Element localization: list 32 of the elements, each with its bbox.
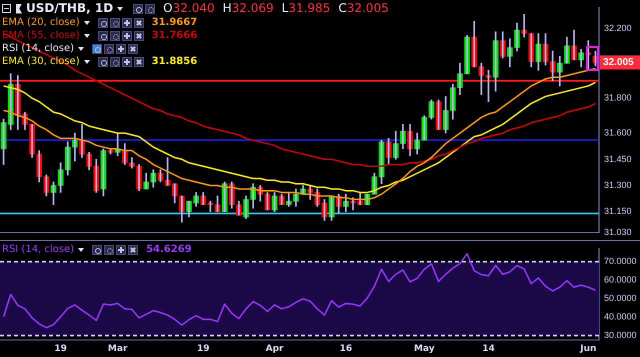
y-tick-label: 31.300 [604,180,632,190]
x-tick-label: 16 [340,344,352,354]
y-tick-label: 30.0000 [604,330,637,340]
text: RSI (14, close) [2,243,74,256]
annotation: C32.005 [338,1,389,15]
y-tick-label: 31.600 [604,128,632,138]
annotation: 31.9667 [152,16,198,29]
annotation: 31.8856 [152,55,198,68]
y-tick-label: 70.0000 [604,256,637,266]
y-tick-label: 40.0000 [604,312,637,322]
y-tick-label: 32.200 [604,22,632,33]
chart-title: USD/THB, 1D [26,1,114,15]
x-tick-label: Mar [108,344,128,354]
y-tick-label: 31.150 [604,206,632,216]
x-tick-label: May [414,344,435,354]
annotation: 31.7666 [152,29,198,42]
y-tick-label: 60.0000 [604,274,637,285]
x-tick-label: Apr [266,344,284,354]
y-tick-label: 31.450 [604,154,632,164]
annotation: 32.005 [603,57,634,68]
annotation: H32.069 [222,1,274,15]
x-tick-label: 14 [482,344,495,354]
y-tick-label: 31.030 [604,227,632,238]
x-tick-label: Jun [579,344,596,354]
y-tick-label: 50.0000 [604,293,637,304]
annotation: L31.985 [282,1,330,15]
annotation: 54.6269 [146,243,192,256]
y-tick-label: 31.800 [604,92,632,103]
x-tick-label: 19 [54,344,67,354]
text: EMA (20, close) [2,16,80,29]
x-tick-label: 19 [196,344,210,354]
annotation: O32.040 [163,1,215,15]
